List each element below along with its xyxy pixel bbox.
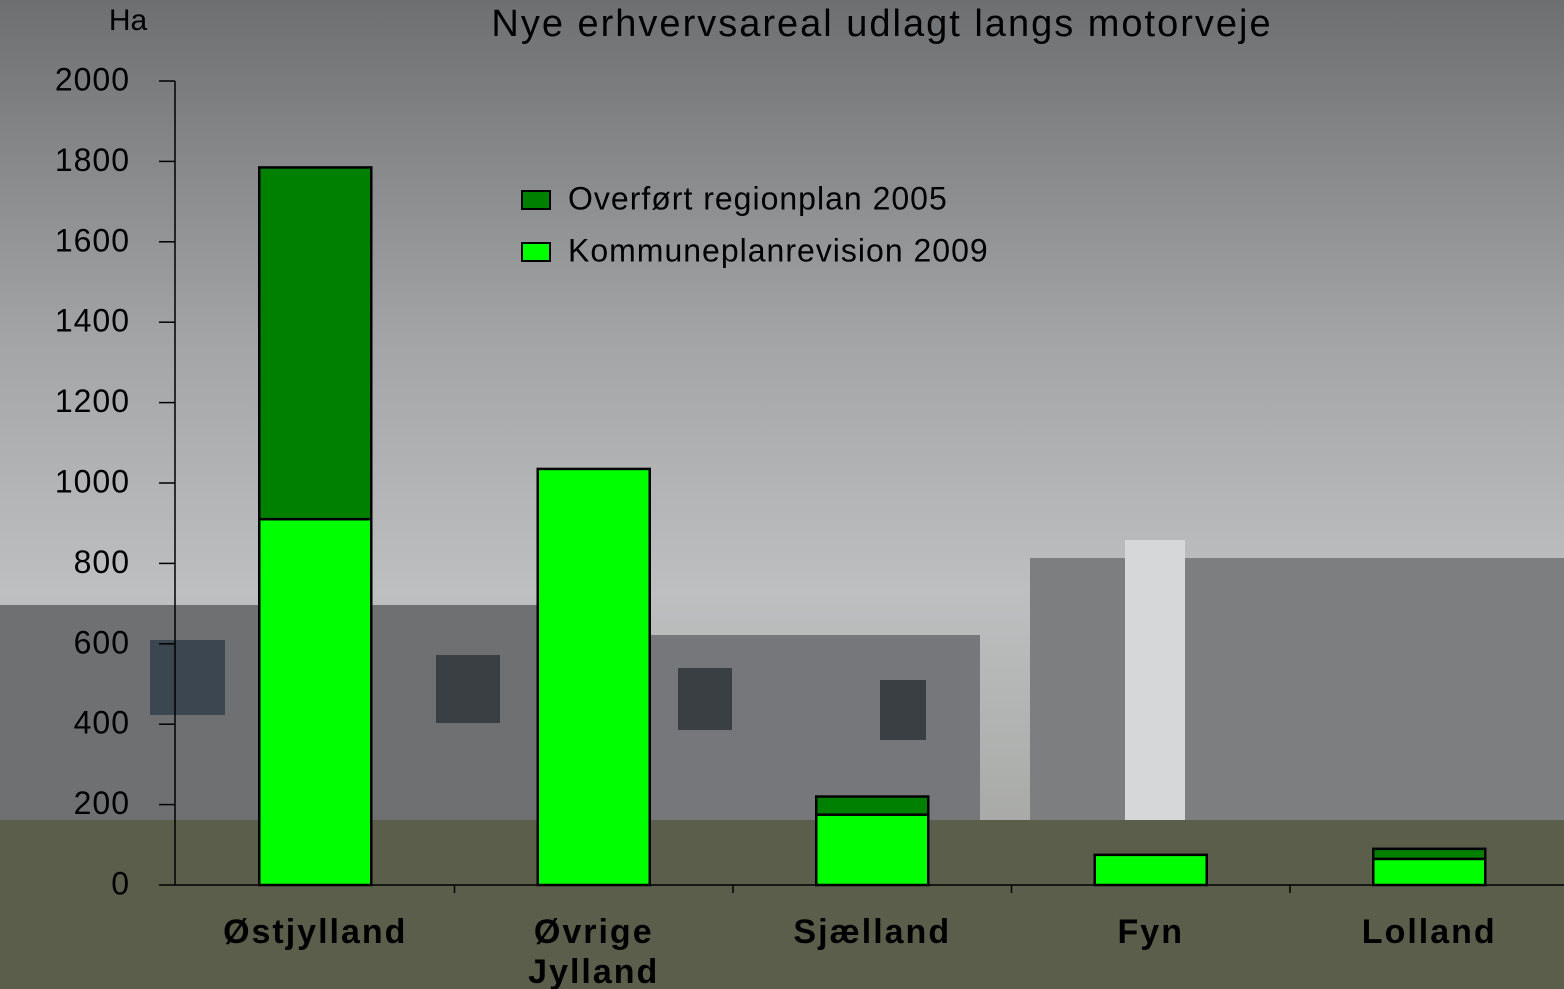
chart-title: Nye erhvervsareal udlagt langs motorveje [491,3,1272,45]
bar-segment [536,467,651,887]
y-tick-label: 0 [111,865,130,901]
bar-segment [815,813,930,887]
x-tick-label: Sjælland [793,913,952,951]
legend-label: Overført regionplan 2005 [568,180,948,216]
y-tick-label: 400 [74,705,130,741]
legend-label: Kommuneplanrevision 2009 [568,232,989,268]
y-tick-label: 2000 [55,61,130,97]
y-tick-label: 1200 [55,383,130,419]
building-backdrop [0,540,1564,989]
x-tick-label: Østjylland [223,913,408,951]
bar-segment [1372,847,1487,861]
x-tick-label: Fyn [1117,913,1184,951]
x-tick-label: Øvrige Jylland [528,913,660,989]
bar-segment [1372,857,1487,887]
legend-swatch [521,190,551,210]
bar-segment [815,795,930,816]
y-tick-label: 200 [74,785,130,821]
y-tick-label: 800 [74,544,130,580]
legend-swatch [521,242,551,262]
y-tick-label: 1800 [55,142,130,178]
bar-segment [258,166,373,521]
y-tick-label: 1600 [55,222,130,258]
x-tick-label: Lolland [1361,913,1497,951]
y-tick-label: 600 [74,624,130,660]
bar-segment [258,517,373,887]
y-tick-label: 1000 [55,463,130,499]
y-axis-label: Ha [109,4,148,37]
y-tick-label: 1400 [55,303,130,339]
bar-segment [1093,853,1208,887]
